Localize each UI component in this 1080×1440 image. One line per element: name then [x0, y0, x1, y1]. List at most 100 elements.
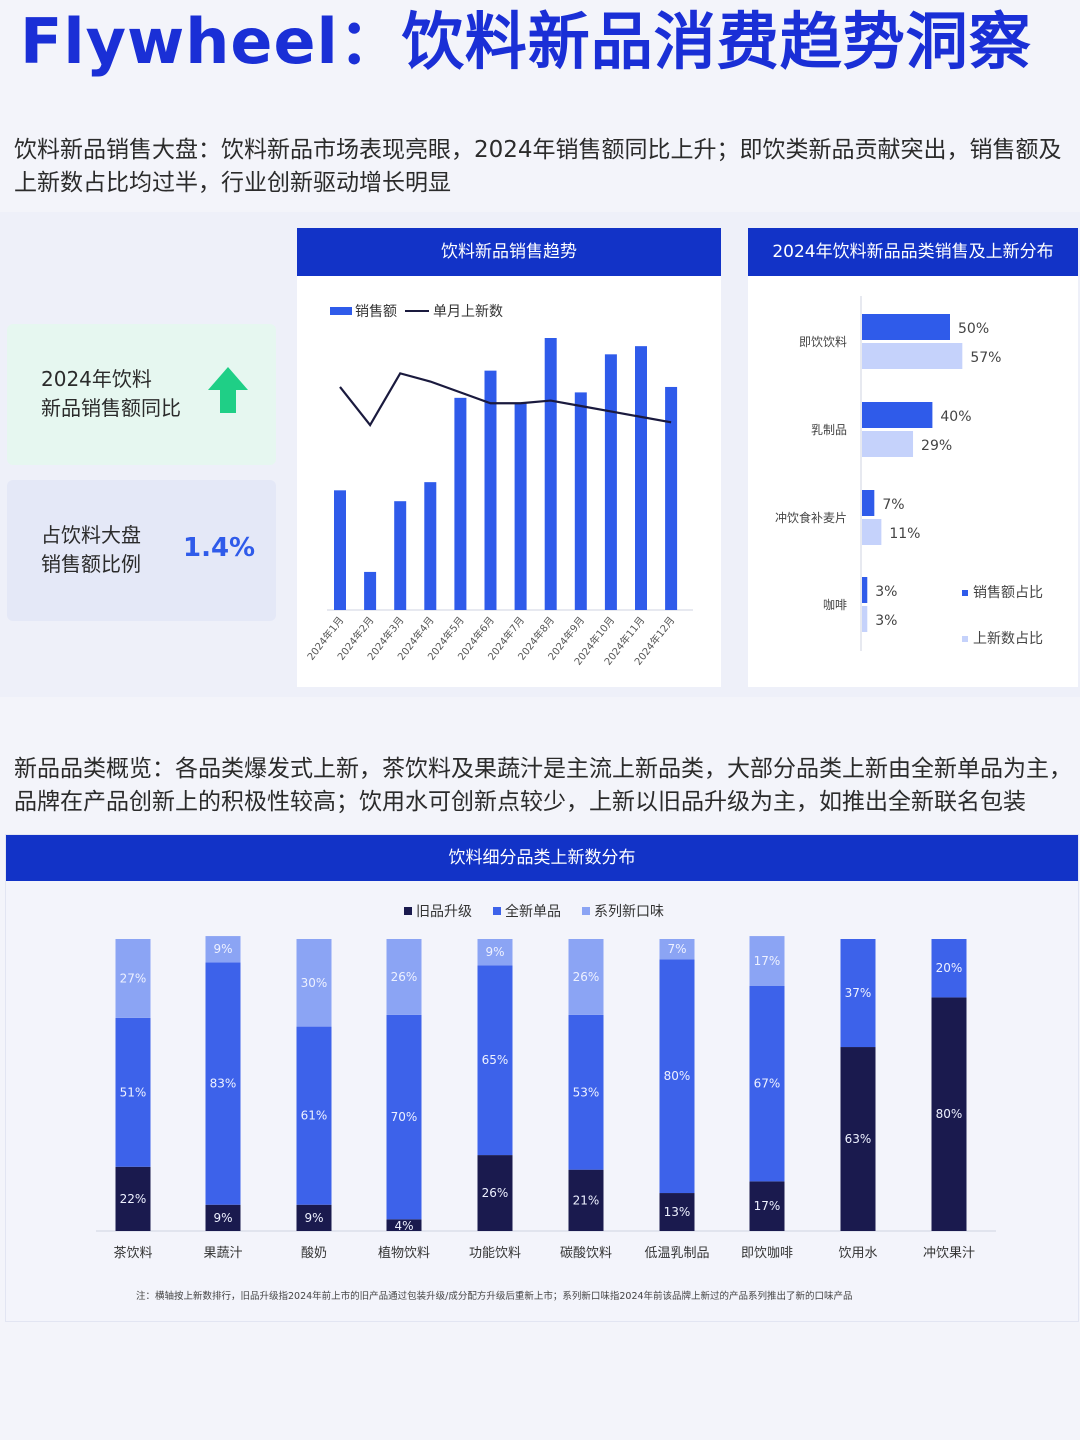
- stat-yoy-label-line2: 新品销售额同比: [41, 396, 181, 420]
- cat-value-label-launch: 11%: [889, 526, 920, 542]
- stack-bar-segment: [840, 1047, 876, 1231]
- trend-legend-bar-swatch: [330, 307, 352, 315]
- stack-bar-segment: [115, 1017, 151, 1167]
- cat-y-label: 咖啡: [823, 597, 847, 612]
- stack-x-tick-label: 茶饮料: [113, 1245, 152, 1261]
- stack-bar-segment: [659, 959, 695, 1194]
- cat-bar-sales: [862, 490, 875, 516]
- stack-value-label: 65%: [482, 1053, 509, 1067]
- stack-bar-segment: [296, 1204, 332, 1231]
- cat-value-label-launch: 29%: [921, 438, 952, 454]
- stack-bar-segment: [659, 1193, 695, 1231]
- cat-bar-launch: [862, 606, 868, 632]
- trend-bar: [364, 571, 377, 610]
- stack-x-tick-label: 冲饮果汁: [923, 1246, 975, 1261]
- stack-bar-segment: [568, 939, 604, 1015]
- stack-bar-segment: [749, 985, 785, 1182]
- stack-value-label: 13%: [664, 1205, 691, 1219]
- category-dist-title: 2024年饮料新品品类销售及上新分布: [748, 228, 1078, 276]
- cat-bar-launch: [862, 519, 882, 545]
- stack-value-label: 9%: [213, 1211, 232, 1225]
- stack-value-label: 7%: [667, 942, 686, 956]
- stack-value-label: 26%: [482, 1186, 509, 1200]
- stack-value-label: 17%: [754, 954, 781, 968]
- trend-bar: [544, 338, 557, 610]
- stack-value-label: 22%: [120, 1192, 147, 1206]
- subcategory-chart: 旧品升级 全新单品 系列新口味 22% 51% 27% 茶饮料 9% 83% 9% 果蔬汁 9% 61%…: [96, 903, 996, 1302]
- stack-value-label: 9%: [485, 945, 504, 959]
- cat-value-label-sales: 40%: [940, 409, 971, 425]
- stack-value-label: 9%: [304, 1211, 323, 1225]
- stack-x-tick-label: 植物饮料: [378, 1246, 430, 1261]
- category-dist-chart: 即饮饮料 50% 57% 乳制品 40% 29% 冲饮食补麦片 7% 11% 咖啡 3% 3% 销售额占…: [775, 296, 1043, 651]
- sales-trend-chart: 销售额 单月上新数2024年1月2024年2月2024年3月2024年4月2024…: [304, 304, 693, 668]
- cat-bar-sales: [862, 577, 868, 603]
- stack-bar-segment: [749, 1181, 785, 1231]
- category-dist-panel: 2024年饮料新品品类销售及上新分布 即饮饮料 50% 57% 乳制品 40% 29% 冲饮…: [748, 228, 1078, 687]
- subcategory-panel: 饮料细分品类上新数分布 旧品升级 全新单品 系列新口味 22% 51% 27% 茶饮料 9% 8…: [5, 834, 1079, 1322]
- stack-bar-segment: [205, 962, 241, 1205]
- stack-value-label: 63%: [845, 1132, 872, 1146]
- stack-legend-label: 旧品升级: [416, 904, 472, 920]
- stack-bar-segment: [477, 1155, 513, 1231]
- stack-legend-label: 全新单品: [505, 903, 561, 920]
- cat-value-label-launch: 3%: [875, 613, 897, 629]
- stack-bar-segment: [205, 1204, 241, 1231]
- trend-bar: [454, 397, 467, 610]
- trend-bar: [424, 482, 437, 610]
- cat-legend-sales-swatch: [962, 590, 968, 596]
- stack-bar-segment: [749, 936, 785, 986]
- stack-bar-segment: [386, 1219, 422, 1231]
- stack-footnote: 注：横轴按上新数排行，旧品升级指2024年前上市的旧产品通过包装升级/成分配方升…: [136, 1290, 853, 1302]
- trend-bar: [574, 392, 587, 610]
- trend-line-series: [339, 372, 672, 427]
- trend-bar: [334, 490, 346, 610]
- stack-bar-segment: [205, 936, 241, 963]
- stack-bar-segment: [659, 939, 695, 960]
- stack-x-tick-label: 功能饮料: [469, 1246, 521, 1261]
- stack-value-label: 26%: [573, 970, 600, 984]
- page-title: Flywheel：饮料新品消费趋势洞察: [20, 5, 1032, 78]
- stat-card-yoy: 2024年饮料 新品销售额同比: [7, 324, 276, 465]
- cat-bar-sales: [862, 314, 950, 340]
- stack-value-label: 83%: [210, 1077, 237, 1091]
- cat-legend-launch-label: 上新数占比: [973, 631, 1043, 647]
- stack-value-label: 70%: [391, 1110, 418, 1124]
- stack-x-tick-label: 饮用水: [838, 1246, 877, 1261]
- stack-legend-swatch: [582, 907, 590, 915]
- cat-y-label: 即饮饮料: [799, 335, 847, 349]
- stack-x-tick-label: 低温乳制品: [644, 1246, 709, 1261]
- stack-value-label: 27%: [120, 971, 147, 985]
- stack-bar-segment: [477, 965, 513, 1156]
- trend-legend-bar-label: 销售额: [355, 304, 397, 320]
- trend-bar: [484, 370, 497, 610]
- stack-legend-label: 系列新口味: [594, 904, 664, 920]
- stack-value-label: 61%: [301, 1109, 328, 1123]
- stack-legend-swatch: [404, 907, 412, 915]
- stack-value-label: 37%: [845, 986, 872, 1000]
- stack-value-label: 30%: [301, 976, 328, 990]
- stack-value-label: 67%: [754, 1077, 781, 1091]
- arrow-up-icon: [208, 367, 248, 413]
- stat-share-value: 1.4%: [183, 533, 256, 563]
- cat-bar-launch: [862, 343, 963, 369]
- stack-bar-segment: [296, 939, 332, 1027]
- trend-legend-line-label: 单月上新数: [433, 304, 503, 320]
- stack-value-label: 17%: [754, 1199, 781, 1213]
- cat-bar-launch: [862, 431, 914, 457]
- stack-value-label: 51%: [120, 1085, 147, 1099]
- stat-share-label-line2: 销售额比例: [41, 552, 141, 576]
- stack-value-label: 9%: [213, 942, 232, 956]
- section2-summary: 新品品类概览：各品类爆发式上新，茶饮料及果蔬汁是主流上新品类，大部分品类上新由全…: [14, 756, 1072, 815]
- cat-legend-launch-swatch: [962, 636, 968, 642]
- stack-bar-segment: [477, 939, 513, 966]
- stack-bar-segment: [296, 1026, 332, 1205]
- stack-x-tick-label: 即饮咖啡: [741, 1246, 793, 1261]
- stack-x-tick-label: 果蔬汁: [203, 1246, 242, 1261]
- section1-summary: 饮料新品销售大盘：饮料新品市场表现亮眼，2024年销售额同比上升；即饮类新品贡献…: [14, 137, 1062, 196]
- cat-value-label-sales: 50%: [958, 321, 989, 337]
- subcategory-title: 饮料细分品类上新数分布: [6, 835, 1078, 881]
- stack-value-label: 21%: [573, 1193, 600, 1207]
- stack-bar-segment: [931, 939, 967, 998]
- trend-bar: [635, 346, 647, 610]
